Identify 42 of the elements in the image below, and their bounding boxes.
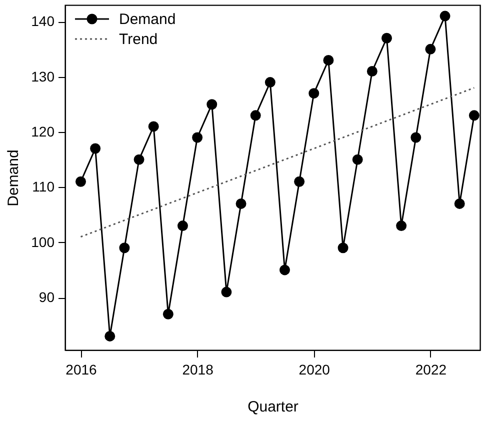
point [338, 242, 348, 254]
point [294, 176, 305, 187]
x-tick-label: 2016 [66, 362, 98, 378]
point [90, 143, 101, 154]
x-tick-label: 2020 [298, 362, 330, 378]
x-tick-label: 2022 [415, 362, 447, 378]
point [279, 264, 290, 276]
point [104, 330, 116, 342]
point [440, 10, 450, 22]
point [264, 77, 276, 88]
point [468, 110, 480, 121]
point [366, 66, 378, 76]
point [148, 121, 159, 132]
point [250, 110, 261, 121]
y-tick-label: 140 [31, 13, 55, 30]
y-axis-title: Demand [5, 150, 22, 206]
y-tick-label: 130 [31, 68, 55, 84]
point [382, 32, 392, 44]
point [119, 242, 130, 254]
y-tick-label: 100 [31, 234, 55, 250]
point [454, 198, 465, 209]
point [425, 44, 436, 54]
point [323, 54, 334, 66]
x-tick-label: 2018 [182, 362, 214, 378]
legend-label: Trend [119, 31, 158, 48]
point [75, 176, 86, 187]
x-axis-title: Quarter [248, 398, 298, 416]
y-tick-label: 120 [31, 123, 55, 140]
point [162, 308, 174, 320]
point [236, 198, 246, 209]
point [308, 88, 320, 99]
point [410, 132, 422, 143]
point [134, 154, 144, 165]
point [352, 154, 363, 165]
point [177, 220, 188, 232]
y-tick-label: 90 [38, 289, 55, 306]
point [396, 220, 407, 232]
legend-label: Demand [119, 11, 176, 28]
point [221, 286, 232, 298]
point [206, 99, 218, 110]
point [192, 132, 203, 143]
y-tick-label: 110 [32, 178, 55, 195]
